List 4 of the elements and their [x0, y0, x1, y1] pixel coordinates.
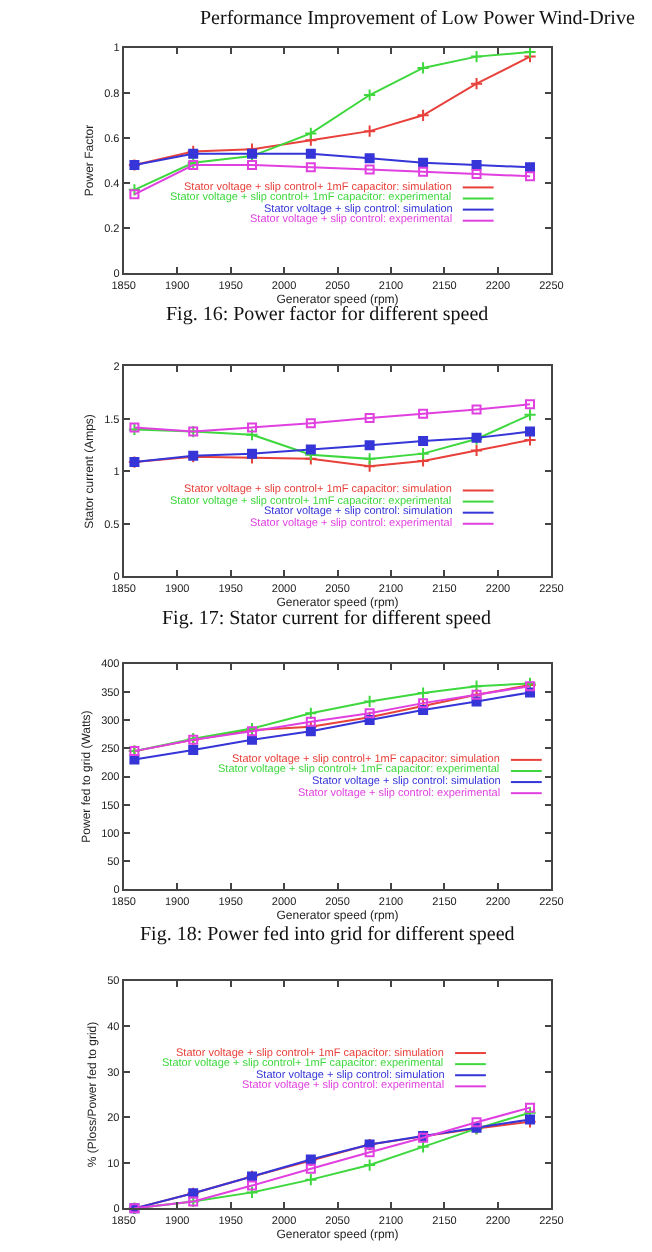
caption: Fig. 17: Stator current for different speed: [162, 608, 491, 630]
text: Performance Improvement of Low Power Wind-Drive: [200, 8, 636, 30]
caption: Fig. 16: Power factor for different speed: [166, 304, 489, 326]
caption: Fig. 18: Power fed into grid for different speed: [140, 924, 515, 946]
